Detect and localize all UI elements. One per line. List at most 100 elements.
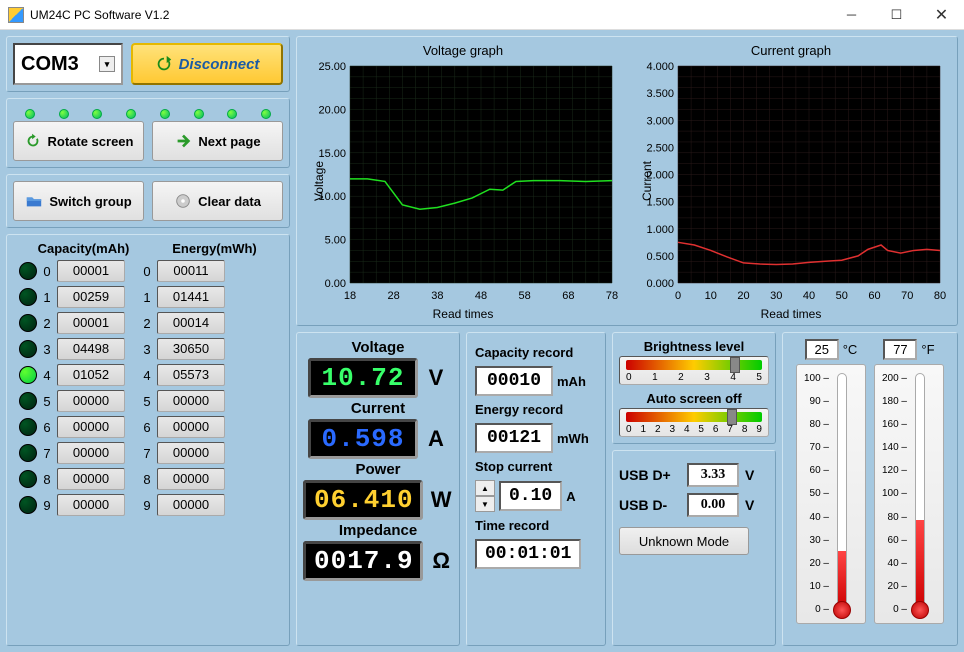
capacity-record-label: Capacity record (475, 345, 597, 360)
arrow-right-icon (174, 132, 192, 150)
disconnect-button[interactable]: Disconnect (131, 43, 283, 85)
maximize-button[interactable]: ☐ (874, 1, 919, 29)
slot-led (19, 340, 37, 358)
usb-dm-value: 0.00 (687, 493, 739, 517)
svg-text:58: 58 (519, 290, 531, 302)
current-chart: Current graph Current 0.0000.5001.0001.5… (631, 43, 951, 319)
clear-label: Clear data (198, 194, 261, 209)
app-icon (8, 7, 24, 23)
svg-text:28: 28 (388, 290, 400, 302)
status-led (227, 109, 237, 119)
usb-dp-value: 3.33 (687, 463, 739, 487)
switch-group-button[interactable]: Switch group (13, 181, 144, 221)
energy-value: 00000 (157, 390, 225, 412)
svg-text:15.00: 15.00 (318, 148, 346, 160)
time-record-label: Time record (475, 518, 597, 533)
capacity-header: Capacity(mAh) (17, 241, 150, 256)
slot-led (19, 262, 37, 280)
voltage-display: 10.72 (308, 358, 418, 398)
voltage-chart: Voltage graph Voltage 0.005.0010.0015.00… (303, 43, 623, 319)
svg-text:40: 40 (803, 290, 815, 302)
com-port-select[interactable]: COM3 ▾ (13, 43, 123, 85)
power-display: 06.410 (303, 480, 423, 520)
slot-index: 0 (41, 264, 53, 279)
impedance-display: 0017.9 (303, 541, 423, 581)
thermo-c: 100 –90 –80 –70 –60 –50 –40 –30 –20 –10 … (796, 364, 866, 624)
slot-index: 7 (41, 446, 53, 461)
status-led (261, 109, 271, 119)
voltage-chart-svg: 0.005.0010.0015.0020.0025.00182838485868… (303, 60, 623, 305)
temperature-panel: 25°C 100 –90 –80 –70 –60 –50 –40 –30 –20… (782, 332, 958, 646)
slot-index-e: 8 (141, 472, 153, 487)
slot-index-e: 0 (141, 264, 153, 279)
slot-index: 4 (41, 368, 53, 383)
power-label: Power (303, 461, 453, 478)
slot-led (19, 496, 37, 514)
capacity-value: 00000 (57, 468, 125, 490)
current-xlabel: Read times (631, 307, 951, 321)
temp-celsius: 25°C 100 –90 –80 –70 –60 –50 –40 –30 –20… (796, 339, 866, 639)
slot-index: 2 (41, 316, 53, 331)
mode-button[interactable]: Unknown Mode (619, 527, 749, 555)
svg-text:18: 18 (344, 290, 356, 302)
svg-text:4.000: 4.000 (646, 61, 674, 73)
data-ctrl-panel: Switch group Clear data (6, 174, 290, 228)
slot-index: 6 (41, 420, 53, 435)
voltage-chart-title: Voltage graph (303, 43, 623, 58)
energy-record-value: 00121 (475, 423, 553, 453)
brightness-label: Brightness level (619, 339, 769, 354)
voltage-unit: V (424, 365, 448, 391)
svg-text:70: 70 (901, 290, 913, 302)
energy-value: 01441 (157, 286, 225, 308)
slot-index: 3 (41, 342, 53, 357)
stop-current-down[interactable]: ▼ (475, 496, 495, 512)
voltage-ylabel: Voltage (312, 161, 326, 201)
next-page-button[interactable]: Next page (152, 121, 283, 161)
status-led (194, 109, 204, 119)
chevron-down-icon: ▾ (99, 56, 115, 72)
folder-icon (25, 192, 43, 210)
next-label: Next page (198, 134, 260, 149)
clear-data-button[interactable]: Clear data (152, 181, 283, 221)
svg-text:25.00: 25.00 (318, 61, 346, 73)
energy-value: 00000 (157, 494, 225, 516)
temp-f-unit: °F (921, 342, 934, 357)
svg-text:68: 68 (562, 290, 574, 302)
brightness-slider[interactable]: 012345 (619, 356, 769, 385)
svg-text:48: 48 (475, 290, 487, 302)
energy-value: 00000 (157, 416, 225, 438)
capacity-value: 00000 (57, 494, 125, 516)
current-unit: A (424, 426, 448, 452)
rotate-label: Rotate screen (48, 134, 134, 149)
capacity-value: 04498 (57, 338, 125, 360)
voltage-xlabel: Read times (303, 307, 623, 321)
slot-led (19, 288, 37, 306)
usb-dm-label: USB D- (619, 497, 681, 513)
svg-text:38: 38 (431, 290, 443, 302)
screenoff-slider[interactable]: 0123456789 (619, 408, 769, 437)
capacity-value: 00000 (57, 390, 125, 412)
charts-panel: Voltage graph Voltage 0.005.0010.0015.00… (296, 36, 958, 326)
stop-current-up[interactable]: ▲ (475, 480, 495, 496)
svg-text:0.000: 0.000 (646, 278, 674, 290)
slot-led (19, 392, 37, 410)
minimize-button[interactable]: ─ (829, 1, 874, 29)
close-button[interactable]: ✕ (919, 1, 964, 29)
capacity-record-value: 00010 (475, 366, 553, 396)
svg-text:10: 10 (705, 290, 717, 302)
energy-header: Energy(mWh) (150, 241, 279, 256)
records-panel: Capacity record 00010mAh Energy record 0… (466, 332, 606, 646)
svg-text:60: 60 (868, 290, 880, 302)
svg-text:0.500: 0.500 (646, 251, 674, 263)
svg-text:80: 80 (934, 290, 946, 302)
slot-led (19, 366, 37, 384)
energy-value: 30650 (157, 338, 225, 360)
energy-record-unit: mWh (557, 431, 589, 446)
rotate-screen-button[interactable]: Rotate screen (13, 121, 144, 161)
slot-index: 1 (41, 290, 53, 305)
energy-record-label: Energy record (475, 402, 597, 417)
switch-label: Switch group (49, 194, 131, 209)
energy-value: 00011 (157, 260, 225, 282)
power-unit: W (429, 487, 453, 513)
current-chart-title: Current graph (631, 43, 951, 58)
